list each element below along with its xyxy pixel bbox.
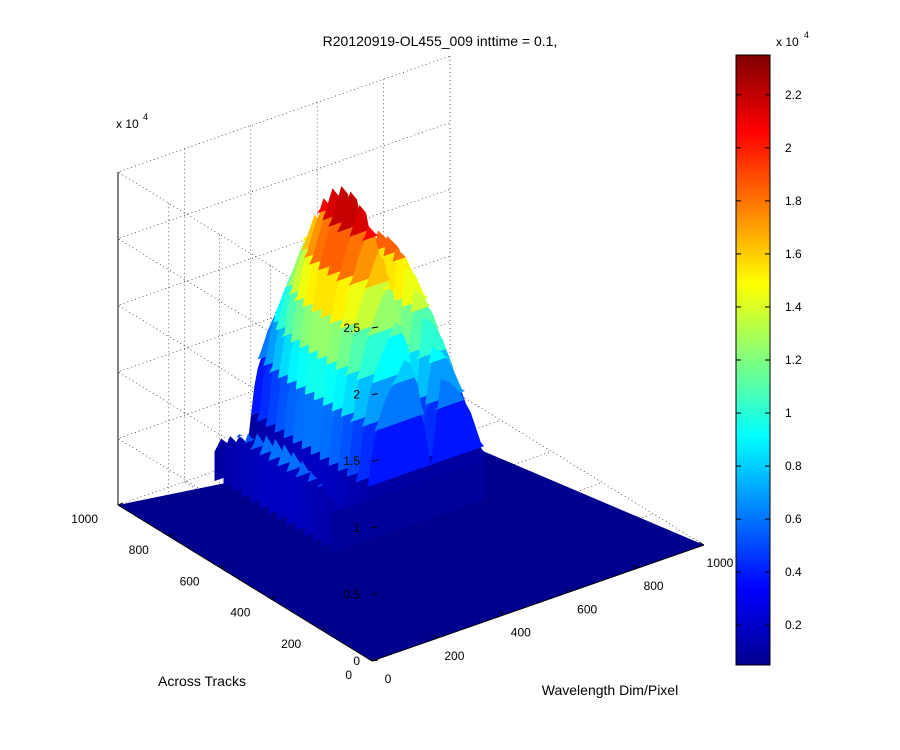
surface-band <box>322 333 476 401</box>
x-tick-mark <box>565 587 572 592</box>
z-tick-label: 2 <box>353 388 360 402</box>
z-tick-label: 0.5 <box>343 587 360 601</box>
colorbar-tick-label: 0.2 <box>785 618 802 632</box>
y-tick-label: 0 <box>345 668 352 682</box>
x-tick-label: 1000 <box>707 556 734 570</box>
surface-band <box>322 307 476 361</box>
y-tick-mark <box>371 658 378 662</box>
colorbar-tick-label: 2.2 <box>785 88 802 102</box>
colorbar-tick-label: 1.6 <box>785 247 802 261</box>
y-tick-mark <box>219 564 225 568</box>
y-tick-mark <box>321 627 327 631</box>
grid-line <box>117 122 451 395</box>
surface-band <box>286 204 440 259</box>
x-tick-mark <box>632 564 638 569</box>
x-tick-label: 800 <box>644 579 664 593</box>
chart-title: R20120919-OL455_009 inttime = 0.1, <box>323 33 558 49</box>
y-tick-mark <box>270 596 276 600</box>
y-tick-mark <box>168 533 174 537</box>
z-tick-label: 2.5 <box>343 321 360 335</box>
x-tick-label: 0 <box>385 672 392 686</box>
surface-band <box>331 353 484 407</box>
x-tick-label: 600 <box>577 602 597 616</box>
colorbar-tick-label: 0.8 <box>785 459 802 473</box>
colorbar-tick-label: 0.6 <box>785 512 802 526</box>
y-tick-label: 1000 <box>71 512 98 526</box>
y-tick-label: 200 <box>281 637 301 651</box>
colorbar-multiplier-exponent: 4 <box>804 30 809 40</box>
x-tick-mark <box>698 541 705 546</box>
y-tick-label: 800 <box>129 543 149 557</box>
z-tick-mark <box>371 526 379 529</box>
colorbar-ticks: 0.2 0.4 0.6 0.8 1 1.2 1.4 1.6 1.8 2 2.2 <box>736 88 802 632</box>
surface-band <box>304 253 458 310</box>
colorbar-multiplier: x 10 <box>776 35 799 49</box>
z-multiplier-exponent: 4 <box>143 112 148 122</box>
x-tick-label: 200 <box>444 649 464 663</box>
surface-band <box>277 191 431 254</box>
colorbar-tick-label: 1.8 <box>785 194 802 208</box>
colorbar-tick-label: 1.2 <box>785 353 802 367</box>
surface-band <box>313 288 467 356</box>
y-axis-ticks: 0 200 400 600 800 1000 <box>71 502 378 682</box>
colorbar-tick-label: 1.4 <box>785 300 802 314</box>
x-tick-label: 400 <box>511 626 531 640</box>
colorbar <box>735 54 771 666</box>
surface-band <box>331 400 484 500</box>
z-tick-mark <box>371 393 379 396</box>
grid-line <box>117 55 451 329</box>
x-axis-line <box>371 544 705 662</box>
surface-front-face <box>331 459 485 553</box>
x-tick-mark <box>433 634 439 639</box>
z-tick-label: 1 <box>353 521 360 535</box>
z-tick-mark <box>371 326 379 329</box>
surface-band <box>313 262 467 316</box>
z-tick-label: 1.5 <box>343 454 360 468</box>
x-axis-ticks: 0 200 400 600 800 1000 <box>366 541 734 686</box>
y-tick-mark <box>117 502 124 506</box>
colorbar-tick-label: 1 <box>785 406 792 420</box>
z-tick-mark <box>371 459 379 462</box>
y-axis-line <box>117 504 373 662</box>
surface-band <box>331 377 484 447</box>
colorbar-tick-label: 0.4 <box>785 565 802 579</box>
colorbar-tick-label: 2 <box>785 141 792 155</box>
y-axis-label: Across Tracks <box>158 673 246 689</box>
grid-line <box>449 388 705 546</box>
x-tick-mark <box>366 657 373 662</box>
y-tick-label: 400 <box>230 606 250 620</box>
z-axis-ticks: 0 0.5 1 1.5 2 2.5 <box>343 321 379 668</box>
z-tick-mark <box>371 592 379 595</box>
z-tick-label: 0 <box>353 654 360 668</box>
x-axis-label: Wavelength Dim/Pixel <box>542 682 678 698</box>
z-multiplier: x 10 <box>116 117 139 131</box>
x-tick-mark <box>499 611 506 616</box>
surface-data <box>214 161 485 553</box>
y-tick-label: 600 <box>180 574 200 588</box>
